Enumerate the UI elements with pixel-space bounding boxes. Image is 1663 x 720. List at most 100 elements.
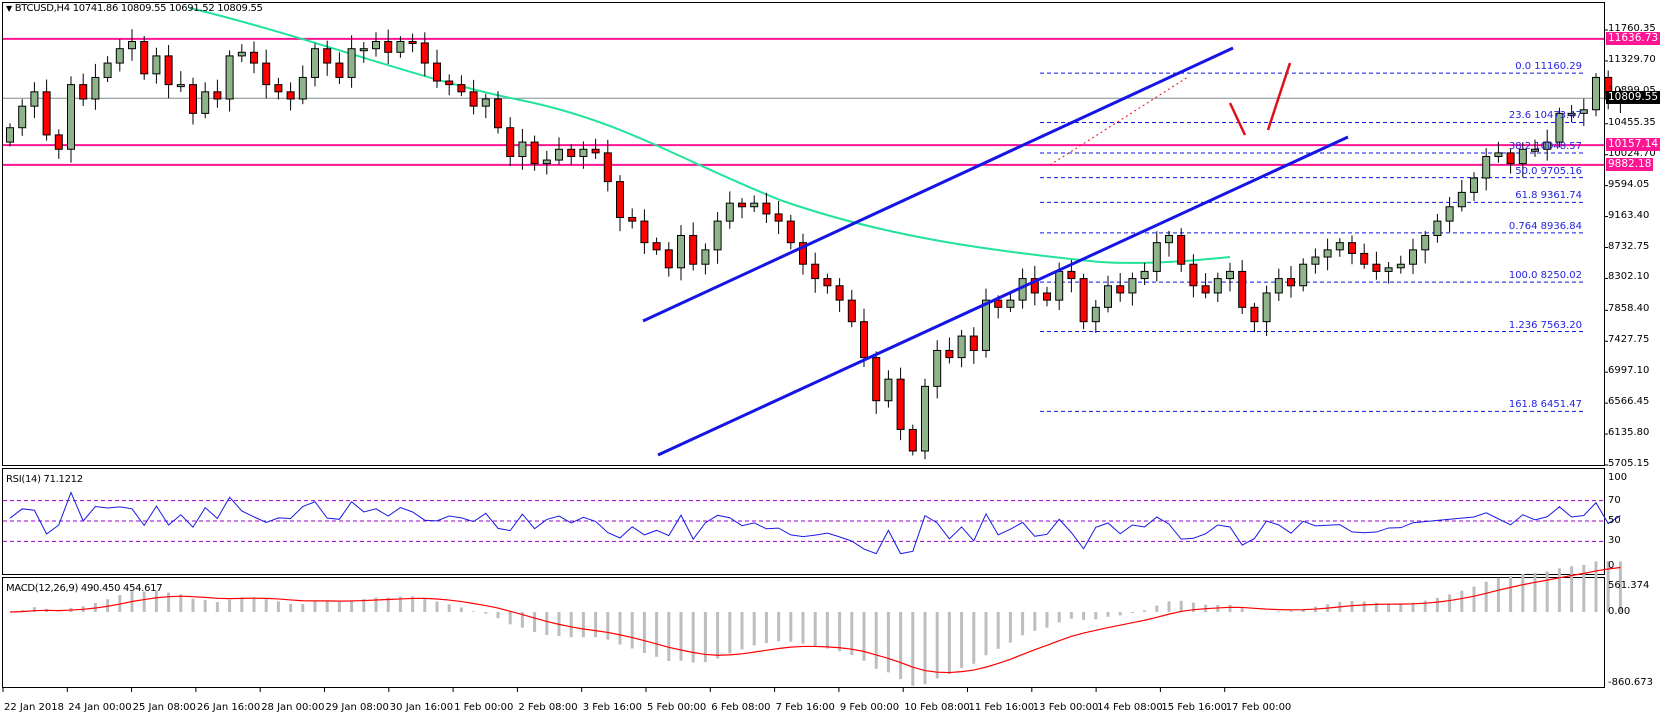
candle <box>103 62 112 78</box>
candle <box>738 202 746 208</box>
candle <box>323 48 332 64</box>
price-tag: 10157.14 <box>1606 138 1661 152</box>
price-tick-label: 9163.40 <box>1608 209 1650 221</box>
price-tick-label: 11329.70 <box>1608 53 1656 65</box>
candle <box>969 335 978 351</box>
candle <box>408 41 417 45</box>
candle <box>762 202 771 215</box>
candle <box>603 152 612 183</box>
candle <box>225 55 234 100</box>
candle <box>1579 109 1588 114</box>
candle <box>494 98 502 129</box>
candle <box>30 91 39 107</box>
fib-level-label: 61.8 9361.74 <box>1515 190 1582 202</box>
time-tick-label: 30 Jan 16:00 <box>389 702 454 713</box>
rsi-tick-label: 50 <box>1608 515 1621 526</box>
candle <box>616 181 624 219</box>
candle <box>1457 191 1466 208</box>
candle <box>372 41 380 50</box>
time-tick-label: 9 Feb 00:00 <box>839 702 900 713</box>
candle <box>1177 234 1186 265</box>
candle <box>1445 206 1454 222</box>
candle <box>860 321 868 359</box>
candle <box>1482 155 1491 179</box>
time-tick-label: 6 Feb 08:00 <box>711 702 771 713</box>
candle <box>1409 249 1417 265</box>
candle <box>1555 112 1564 143</box>
fib-level-label: 23.6 10473.47 <box>1508 110 1582 122</box>
candle <box>1165 234 1173 244</box>
candle <box>1287 278 1295 287</box>
rsi-tick-label: 70 <box>1608 494 1621 506</box>
candle <box>530 141 539 165</box>
candle <box>908 428 917 452</box>
candle <box>1250 306 1259 323</box>
candle <box>128 41 136 50</box>
candle <box>115 48 124 64</box>
rsi-tick-label: 30 <box>1608 535 1621 547</box>
candle <box>701 249 710 265</box>
time-tick-label: 3 Feb 16:00 <box>582 702 642 713</box>
candle <box>1262 292 1271 323</box>
rsi-pane-frame <box>2 468 1605 575</box>
candle <box>713 220 722 251</box>
candle <box>67 84 75 150</box>
fib-level-label: 100.0 8250.02 <box>1508 270 1582 282</box>
channel-lower-line <box>657 135 1349 457</box>
time-tick-label: 25 Jan 08:00 <box>132 702 196 713</box>
candle <box>457 84 466 93</box>
chart-title[interactable]: ▼ BTCUSD,H4 10741.86 10809.55 10691.52 1… <box>6 3 263 14</box>
candle <box>164 55 173 86</box>
candle <box>689 234 698 265</box>
time-tick-label: 22 Jan 2018 <box>4 702 64 713</box>
channel-upper-line <box>642 46 1234 323</box>
fib-level-label: 161.8 6451.47 <box>1508 399 1582 411</box>
time-tick-label: 17 Feb 00:00 <box>1225 702 1292 713</box>
candle <box>1189 263 1198 287</box>
price-tag: 10809.55 <box>1606 91 1661 105</box>
fib-level-label: 0.0 11160.29 <box>1515 61 1582 73</box>
ascending-channel <box>642 46 1349 457</box>
price-tick-label: 10899.05 <box>1608 85 1656 96</box>
candle <box>1201 285 1210 294</box>
price-tick-label: 6997.10 <box>1608 365 1650 377</box>
macd-pane-frame <box>2 577 1605 688</box>
candle <box>420 42 429 64</box>
price-tick-label: 10024.70 <box>1608 147 1656 159</box>
candle <box>347 48 356 78</box>
candle <box>286 91 295 100</box>
horizontal-levels <box>3 37 1604 166</box>
candle <box>201 91 210 114</box>
candle <box>262 62 271 86</box>
axis-ticks <box>2 29 1608 692</box>
triangle-down-icon[interactable]: ▼ <box>6 4 12 13</box>
time-tick-label: 1 Feb 00:00 <box>454 702 514 713</box>
candle <box>42 91 51 136</box>
candle <box>1311 256 1320 265</box>
candle <box>591 148 600 154</box>
candle <box>359 48 368 52</box>
candle <box>579 148 588 157</box>
projection-arrow-up <box>1266 62 1292 131</box>
fib-level-label: 50.0 9705.16 <box>1515 165 1582 177</box>
candle <box>469 91 478 107</box>
candle <box>823 278 832 287</box>
candle <box>1384 267 1393 272</box>
candle <box>6 127 14 143</box>
candle <box>750 202 759 208</box>
candle <box>921 385 929 452</box>
candle <box>445 80 454 86</box>
candle <box>1348 242 1356 254</box>
time-tick-label: 5 Feb 00:00 <box>647 702 707 713</box>
candle <box>18 105 27 129</box>
candle <box>677 234 685 269</box>
candle <box>433 62 441 82</box>
candle <box>640 220 649 244</box>
candle <box>506 127 515 157</box>
candle <box>1421 234 1430 251</box>
price-tick-label: 8302.10 <box>1608 271 1650 283</box>
candle <box>567 148 576 157</box>
candle <box>152 55 161 75</box>
candle <box>1006 299 1015 308</box>
